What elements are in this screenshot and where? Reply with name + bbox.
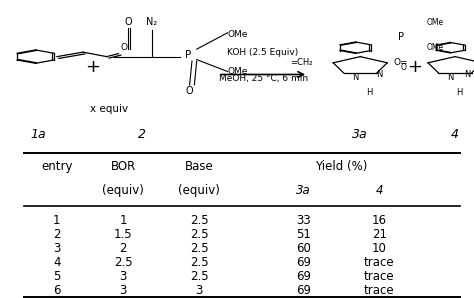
Text: trace: trace — [364, 284, 394, 297]
Text: Base: Base — [185, 160, 213, 173]
Text: 3: 3 — [119, 270, 127, 283]
Text: H: H — [366, 88, 373, 97]
Text: 33: 33 — [296, 214, 311, 227]
Text: 4: 4 — [451, 128, 459, 141]
Text: 2.5: 2.5 — [190, 242, 209, 255]
Text: 3: 3 — [53, 242, 61, 255]
Text: 2: 2 — [119, 242, 127, 255]
Text: 10: 10 — [372, 242, 387, 255]
Text: 2.5: 2.5 — [190, 228, 209, 241]
Text: 21: 21 — [372, 228, 387, 241]
Text: 60: 60 — [296, 242, 311, 255]
Text: P: P — [185, 50, 191, 60]
Text: 2.5: 2.5 — [190, 256, 209, 269]
Text: 6: 6 — [53, 284, 61, 297]
Text: KOH (2.5 Equiv): KOH (2.5 Equiv) — [228, 48, 299, 57]
Text: O: O — [124, 17, 132, 27]
Text: O: O — [401, 63, 406, 72]
Text: 3: 3 — [195, 284, 203, 297]
Text: entry: entry — [41, 160, 73, 173]
Text: O: O — [186, 86, 193, 97]
Text: 3a: 3a — [353, 128, 368, 141]
Text: +: + — [85, 58, 100, 76]
Text: Yield (%): Yield (%) — [315, 160, 367, 173]
Text: =CH₂: =CH₂ — [291, 58, 313, 67]
Text: 51: 51 — [296, 228, 311, 241]
Text: (equiv): (equiv) — [178, 184, 220, 197]
Text: +: + — [407, 58, 422, 76]
Text: 69: 69 — [296, 284, 311, 297]
Text: x equiv: x equiv — [90, 104, 128, 114]
Text: (equiv): (equiv) — [102, 184, 144, 197]
Text: H: H — [456, 88, 463, 97]
Text: 2.5: 2.5 — [190, 214, 209, 227]
Text: OMe: OMe — [228, 30, 248, 39]
Text: 16: 16 — [372, 214, 387, 227]
Text: 5: 5 — [53, 270, 61, 283]
Text: trace: trace — [364, 270, 394, 283]
Text: 4: 4 — [375, 184, 383, 197]
Text: 1a: 1a — [30, 128, 46, 141]
Text: P: P — [398, 32, 404, 42]
Text: N: N — [464, 70, 470, 79]
Text: N₂: N₂ — [146, 17, 157, 27]
Text: N: N — [376, 70, 383, 79]
Text: OMe: OMe — [427, 18, 444, 27]
Text: OMe: OMe — [427, 43, 444, 52]
Text: O=: O= — [393, 58, 408, 67]
Text: N: N — [352, 73, 359, 82]
Text: 3a: 3a — [296, 184, 311, 197]
Text: 1.5: 1.5 — [114, 228, 133, 241]
Text: O: O — [121, 43, 128, 52]
Text: OMe: OMe — [228, 67, 248, 76]
Text: 4: 4 — [53, 256, 61, 269]
Text: 2: 2 — [138, 128, 146, 141]
Text: BOR: BOR — [110, 160, 136, 173]
Text: 69: 69 — [296, 270, 311, 283]
Text: 2.5: 2.5 — [114, 256, 133, 269]
Text: trace: trace — [364, 256, 394, 269]
Text: 69: 69 — [296, 256, 311, 269]
Text: N: N — [447, 73, 454, 82]
Text: 1: 1 — [119, 214, 127, 227]
Text: 1: 1 — [53, 214, 61, 227]
Text: 2.5: 2.5 — [190, 270, 209, 283]
Text: MeOH, 25 °C, 6 min: MeOH, 25 °C, 6 min — [219, 74, 308, 83]
Text: 2: 2 — [53, 228, 61, 241]
Text: 3: 3 — [119, 284, 127, 297]
